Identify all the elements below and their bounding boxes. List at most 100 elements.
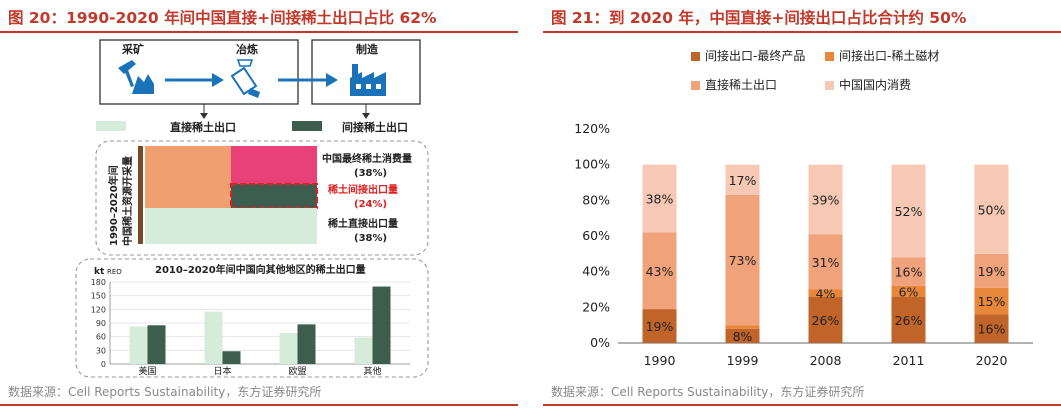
stacked-data-label: 16% bbox=[978, 322, 1006, 337]
stacked-category-label: 2011 bbox=[893, 353, 925, 368]
stacked-data-label: 16% bbox=[895, 265, 923, 280]
stacked-bar-segment bbox=[891, 296, 926, 343]
left-bar-ytick-label: 30 bbox=[96, 346, 106, 355]
left-figure-source: 数据来源：Cell Reports Sustainability，东方证券研究所 bbox=[8, 385, 322, 399]
stacked-data-label: 38% bbox=[646, 192, 674, 207]
left-bar-ytick-label: 150 bbox=[91, 292, 106, 301]
stacked-bar-segment bbox=[725, 328, 760, 343]
left-bar-category-label: 其他 bbox=[363, 365, 381, 377]
legend-label: 间接出口-最终产品 bbox=[705, 48, 805, 63]
right-bottom-rule bbox=[543, 404, 1061, 406]
left-bar-mark bbox=[372, 286, 391, 364]
stacked-bar-segment bbox=[808, 164, 843, 235]
stacked-category-label: 1990 bbox=[644, 353, 676, 368]
stacked-data-label: 31% bbox=[812, 255, 840, 270]
left-bar-ytick-label: 120 bbox=[91, 305, 106, 314]
left-bottom-rule bbox=[0, 404, 518, 406]
stacked-data-label: 8% bbox=[733, 329, 753, 344]
composition-side-label-2: 中国稀土资源开采量 bbox=[121, 156, 134, 246]
stacked-bar-segment bbox=[974, 164, 1009, 254]
stacked-data-label: 50% bbox=[978, 202, 1006, 217]
stacked-bar-segment bbox=[808, 289, 843, 297]
composition-consumption-label: 中国最终稀土消费量 bbox=[322, 152, 412, 165]
direct-export-swatch bbox=[96, 121, 126, 131]
left-bar-category-label: 欧盟 bbox=[288, 365, 306, 377]
stacked-bar-segment bbox=[642, 164, 677, 233]
composition-direct bbox=[145, 208, 317, 244]
factory-icon bbox=[350, 64, 386, 96]
stacked-category-label: 2008 bbox=[810, 353, 842, 368]
legend-swatch bbox=[691, 81, 700, 90]
stacked-bar-segment bbox=[808, 234, 843, 290]
flow-step-label-mining: 采矿 bbox=[121, 42, 144, 56]
stacked-category-label: 2020 bbox=[976, 353, 1008, 368]
left-bar-chart: 0 30 60 90 120 150 180 美国 日本 欧盟 其他 bbox=[91, 278, 410, 377]
stacked-bar-segment bbox=[642, 232, 677, 310]
right-figure: 图 21：到 2020 年，中国直接+间接出口占比合计约 50% 间接出口-最终… bbox=[543, 0, 1061, 414]
smelting-icon bbox=[230, 59, 260, 98]
left-bar-category-label: 日本 bbox=[213, 365, 231, 377]
composition-indirect bbox=[231, 184, 317, 208]
composition-consumption-value: (38%) bbox=[354, 168, 387, 179]
mining-icon bbox=[118, 60, 154, 94]
left-bar-ytick-label: 180 bbox=[91, 278, 106, 287]
left-bar-mark bbox=[222, 351, 241, 364]
left-figure-title: 图 20：1990-2020 年间中国直接+间接稀土出口占比 62% bbox=[8, 9, 437, 27]
stacked-ytick-label: 20% bbox=[582, 299, 610, 314]
stacked-ytick-label: 100% bbox=[574, 157, 610, 172]
stacked-data-label: 26% bbox=[812, 313, 840, 328]
left-bar-ytick-label: 90 bbox=[96, 319, 106, 328]
composition-consumption bbox=[231, 146, 317, 184]
stacked-ytick-label: 40% bbox=[582, 264, 610, 279]
left-figure: 图 20：1990-2020 年间中国直接+间接稀土出口占比 62% 采矿 冶炼… bbox=[0, 0, 518, 414]
stacked-data-label: 52% bbox=[895, 204, 923, 219]
left-bar-ytick-label: 60 bbox=[96, 333, 106, 342]
stacked-bar-segment bbox=[808, 296, 843, 343]
legend-swatch bbox=[825, 52, 834, 61]
flow-box-mining-smelting bbox=[99, 39, 299, 105]
stacked-ytick-label: 0% bbox=[590, 335, 610, 350]
stacked-data-label: 19% bbox=[646, 319, 674, 334]
flow-step-label-smelting: 冶炼 bbox=[236, 42, 258, 56]
left-bar-mark bbox=[129, 326, 148, 364]
stacked-bar-segment bbox=[891, 285, 926, 297]
stacked-data-label: 43% bbox=[646, 264, 674, 279]
indirect-export-label: 间接稀土出口 bbox=[342, 120, 408, 134]
flow-arrow-1 bbox=[165, 73, 224, 87]
composition-indirect-label: 稀土间接出口量 bbox=[328, 183, 398, 196]
left-title-rule bbox=[0, 31, 518, 33]
composition-indirect-value: (24%) bbox=[354, 199, 387, 210]
stacked-data-label: 73% bbox=[729, 253, 757, 268]
indirect-export-swatch bbox=[292, 121, 322, 131]
stacked-data-label: 39% bbox=[812, 192, 840, 207]
composition-side-label-1: 1990–2020年间 bbox=[107, 165, 120, 246]
legend-label: 间接出口-稀土磁材 bbox=[839, 48, 939, 63]
bar-chart-ylabel-sub: REO bbox=[107, 268, 122, 276]
composition-direct-label: 稀土直接出口量 bbox=[328, 217, 398, 230]
left-bar-mark bbox=[354, 337, 373, 364]
legend-swatch bbox=[691, 52, 700, 61]
stacked-data-label: 19% bbox=[978, 264, 1006, 279]
left-bar-mark bbox=[204, 311, 223, 364]
stacked-bar-segment bbox=[974, 253, 1009, 288]
stacked-category-label: 1999 bbox=[727, 353, 759, 368]
stacked-bar-chart: 0%20%40%60%80%100%120%19%0%43%38%19908%2… bbox=[574, 121, 1033, 368]
direct-export-label: 直接稀土出口 bbox=[170, 120, 236, 134]
stacked-bar-segment bbox=[725, 194, 760, 326]
left-figure-svg: 采矿 冶炼 制造 bbox=[75, 39, 429, 378]
stacked-data-label: 17% bbox=[729, 173, 757, 188]
left-bar-category-label: 美国 bbox=[138, 365, 156, 377]
stacked-ytick-label: 120% bbox=[574, 121, 610, 136]
right-title-rule bbox=[543, 31, 1061, 33]
stacked-bar-segment bbox=[974, 314, 1009, 343]
stacked-data-label: 4% bbox=[816, 286, 836, 301]
stacked-bar-segment bbox=[642, 309, 677, 343]
stacked-data-label: 26% bbox=[895, 313, 923, 328]
flow-step-label-manufacturing: 制造 bbox=[356, 42, 379, 56]
bar-chart-ylabel: kt bbox=[94, 267, 105, 277]
stacked-ytick-label: 60% bbox=[582, 228, 610, 243]
direct-export-arrow bbox=[200, 104, 208, 119]
stacked-bar-segment bbox=[891, 257, 926, 286]
